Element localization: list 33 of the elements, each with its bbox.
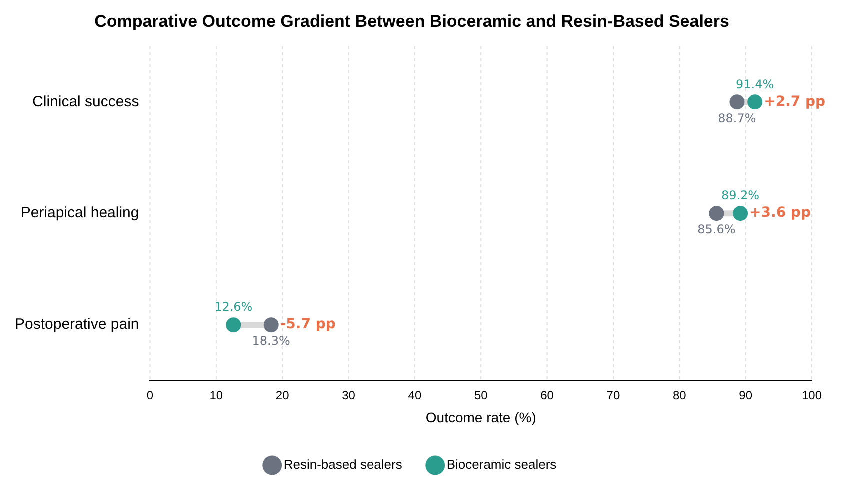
legend-label: Resin-based sealers xyxy=(284,457,403,472)
annotation: +3.6 pp xyxy=(750,205,811,222)
chart-title: Comparative Outcome Gradient Between Bioceramic and Resin-Based Sealers xyxy=(94,12,730,31)
annotation: +2.7 pp xyxy=(764,94,826,110)
x-tick-label: 20 xyxy=(276,388,290,402)
data-label: 89.2% xyxy=(721,188,760,203)
x-tick-label: 0 xyxy=(146,388,154,402)
x-tick-label: 70 xyxy=(606,388,620,402)
x-tick-label: 80 xyxy=(672,388,687,402)
x-tick-label: 40 xyxy=(408,388,422,402)
point xyxy=(748,94,763,110)
data-label: 85.6% xyxy=(698,222,736,237)
y-tick-label: Clinical success xyxy=(32,93,140,110)
annotation: -5.7 pp xyxy=(280,316,336,333)
x-tick-label: 90 xyxy=(739,388,753,402)
data-label: 18.3% xyxy=(252,334,290,348)
x-tick-label: 50 xyxy=(474,388,488,402)
legend-label: Bioceramic sealers xyxy=(446,457,558,472)
x-tick-label: 100 xyxy=(802,388,822,402)
point xyxy=(733,206,748,222)
x-tick-label: 30 xyxy=(342,388,356,402)
data-label: 12.6% xyxy=(214,300,253,314)
x-tick-label: 60 xyxy=(540,388,554,402)
data-label: 91.4% xyxy=(736,77,774,92)
point xyxy=(709,206,724,222)
x-axis-title: Outcome rate (%) xyxy=(426,409,536,426)
y-tick-label: Periapical healing xyxy=(20,204,140,222)
point xyxy=(730,94,745,110)
x-tick-label: 10 xyxy=(210,388,224,402)
y-tick-label: Postoperative pain xyxy=(15,316,140,334)
data-label: 88.7% xyxy=(718,111,756,126)
point xyxy=(264,318,279,333)
point xyxy=(226,318,242,333)
